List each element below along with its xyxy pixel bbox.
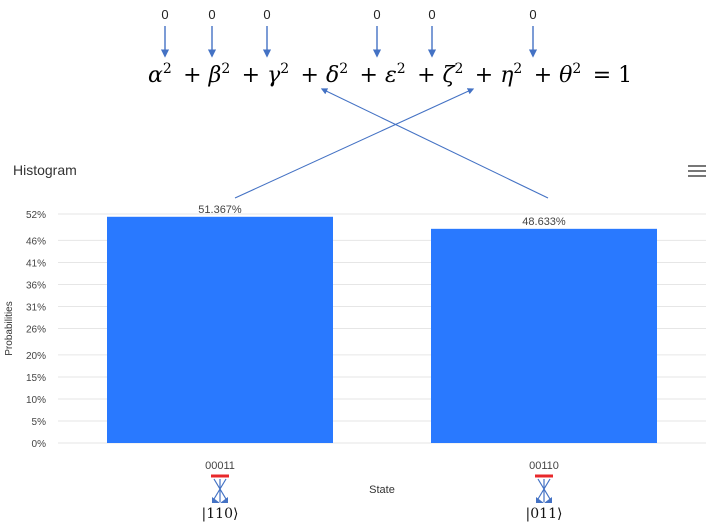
y-tick-label: 15%	[26, 373, 46, 384]
y-axis-label: Probabilities	[4, 301, 15, 355]
y-tick-label: 52%	[26, 210, 46, 221]
y-tick-label: 36%	[26, 280, 46, 291]
y-tick-label: 0%	[32, 439, 47, 450]
y-tick-label: 26%	[26, 325, 46, 336]
zero-marker: 0	[161, 7, 168, 22]
measure-glyph-icon	[536, 478, 552, 503]
hamburger-menu-icon[interactable]	[688, 163, 706, 179]
y-tick-label: 41%	[26, 258, 46, 269]
x-axis-label: State	[369, 484, 395, 496]
zero-marker: 0	[263, 7, 270, 22]
y-tick-label: 46%	[26, 236, 46, 247]
zero-marker: 0	[208, 7, 215, 22]
measure-glyph-base	[536, 497, 552, 503]
zero-marker: 0	[428, 7, 435, 22]
y-tick-label: 20%	[26, 351, 46, 362]
zero-marker: 0	[373, 7, 380, 22]
y-tick-label: 5%	[32, 417, 47, 428]
zero-marker: 0	[529, 7, 536, 22]
x-tick-label: 00011	[205, 460, 235, 472]
chart-title: Histogram	[13, 162, 77, 178]
measure-glyph-base	[212, 497, 228, 503]
y-tick-label: 10%	[26, 395, 46, 406]
measure-glyph-icon	[212, 478, 228, 503]
bar-data-label: 48.633%	[522, 216, 566, 228]
bar	[107, 216, 333, 443]
equation: α2 + β2 + γ2 + δ2 + ε2 + ζ2 + η2 + θ2 = …	[148, 61, 632, 88]
cross-arrow	[234, 88, 475, 199]
y-tick-label: 31%	[26, 302, 46, 313]
bar-data-label: 51.367%	[198, 204, 242, 216]
x-tick-label: 00110	[529, 460, 559, 472]
bar	[431, 228, 657, 443]
ket-label: |011⟩	[526, 506, 563, 522]
cross-arrow	[320, 88, 549, 199]
ket-label: |110⟩	[202, 506, 239, 522]
